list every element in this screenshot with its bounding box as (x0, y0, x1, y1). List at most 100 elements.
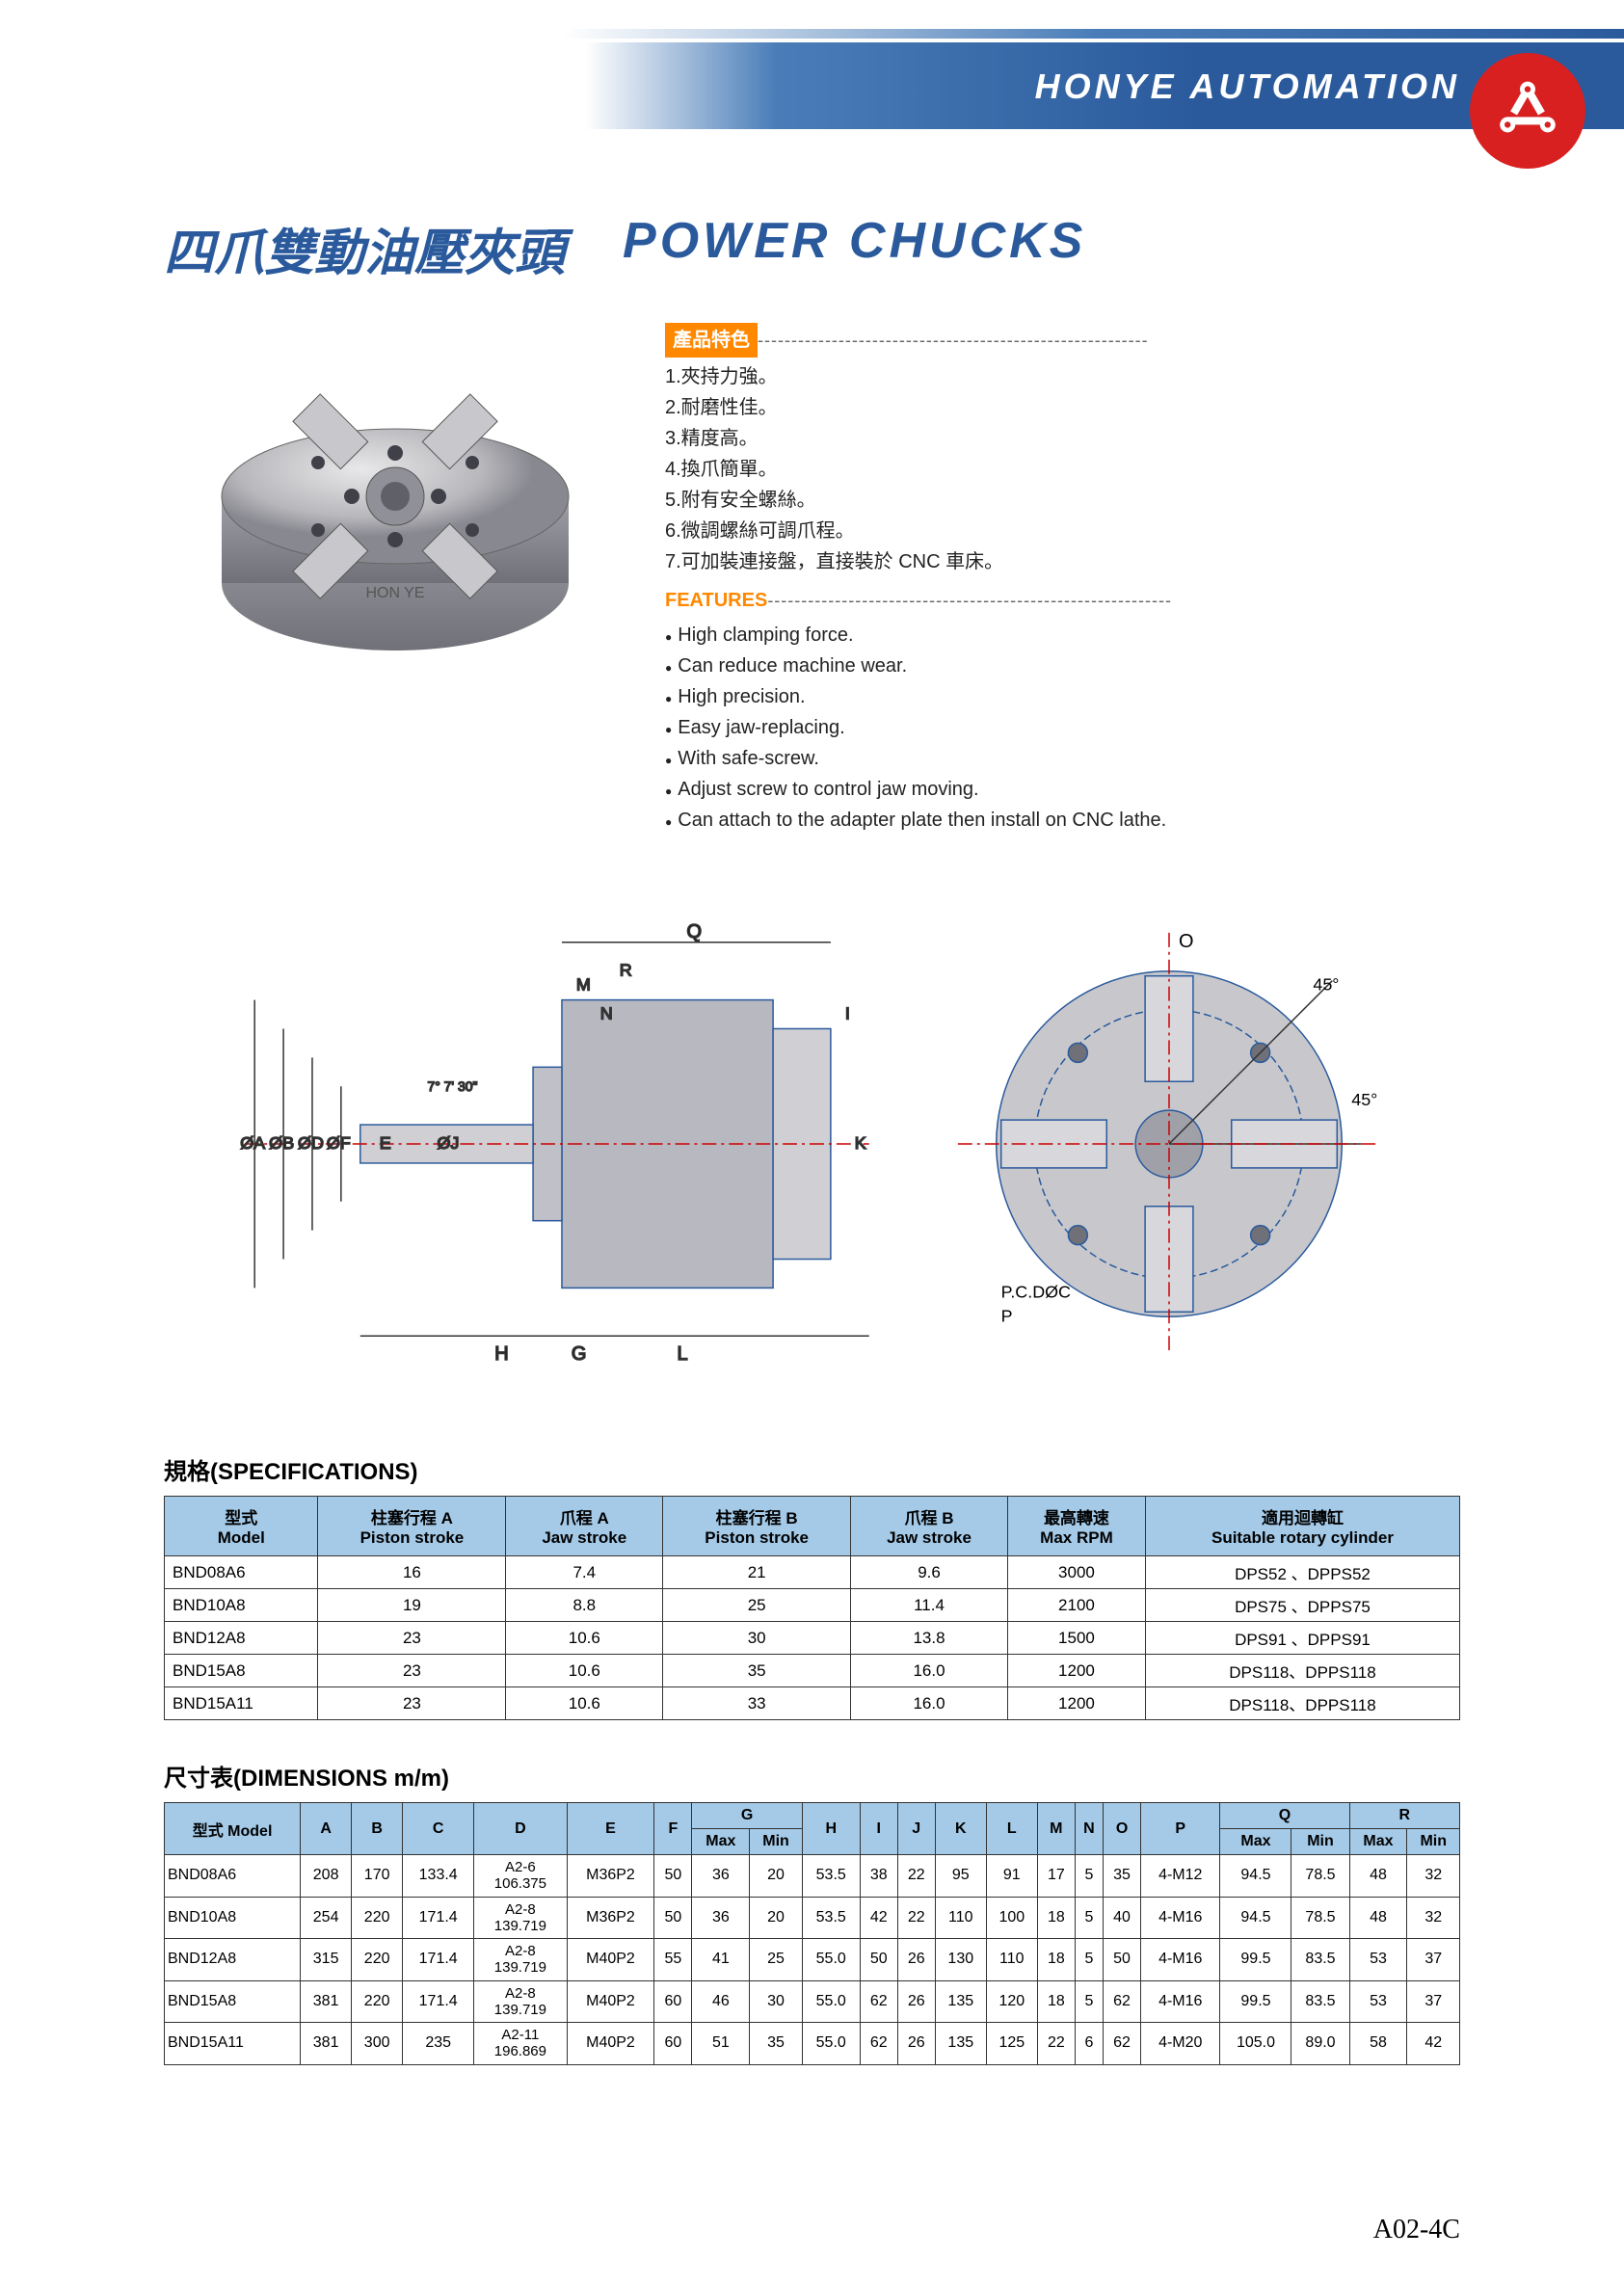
svg-text:H: H (494, 1343, 508, 1365)
diagram-front-view: O 45° 45° P.C.DØC P (928, 893, 1410, 1394)
dim-cell: 100 (986, 1897, 1037, 1939)
dim-cell: 25 (750, 1939, 802, 1981)
svg-text:45°: 45° (1351, 1090, 1377, 1109)
dim-col-header: 型式 Model (165, 1803, 301, 1855)
dim-col-header: G (692, 1803, 802, 1829)
dim-cell: A2-8139.719 (474, 1980, 567, 2023)
dim-cell: 4-M16 (1141, 1897, 1220, 1939)
features-cn-header: 產品特色 -----------------------------------… (665, 323, 1460, 358)
dim-row: BND15A11381300235A2-11196.869M40P2605135… (165, 2023, 1460, 2065)
dim-cell: 35 (1104, 1855, 1141, 1898)
dim-col-header: H (802, 1803, 860, 1855)
dim-cell: 50 (654, 1855, 692, 1898)
features-en-dashes: ----------------------------------------… (767, 587, 1172, 615)
feature-cn-item: 2.耐磨性佳。 (665, 392, 1460, 423)
dim-cell: 4-M16 (1141, 1939, 1220, 1981)
spec-row: BND08A6167.4219.63000DPS52 、DPPS52 (165, 1556, 1460, 1589)
dim-cell: 5 (1075, 1897, 1103, 1939)
dim-row: BND10A8254220171.4A2-8139.719M36P2503620… (165, 1897, 1460, 1939)
spec-cell: 10.6 (506, 1622, 663, 1655)
svg-text:M: M (575, 975, 590, 995)
spec-cell: BND08A6 (165, 1556, 318, 1589)
dim-cell: 17 (1037, 1855, 1075, 1898)
dim-col-header: Min (1407, 1829, 1460, 1855)
spec-cell: 33 (663, 1687, 851, 1720)
dim-cell: 36 (692, 1897, 750, 1939)
dim-cell: 46 (692, 1980, 750, 2023)
svg-text:N: N (599, 1004, 612, 1023)
spec-cell: 25 (663, 1589, 851, 1622)
dim-col-header: F (654, 1803, 692, 1855)
spec-cell: BND15A8 (165, 1655, 318, 1687)
dim-col-header: Q (1220, 1803, 1349, 1829)
side-view-drawing: ØA ØB ØD ØF E ØJ 7° 7' 30" H G L Q M (216, 894, 889, 1394)
dim-cell: 55.0 (802, 1980, 860, 2023)
spec-cell: DPS118、DPPS118 (1145, 1687, 1459, 1720)
dim-col-header: B (352, 1803, 403, 1855)
svg-text:I: I (844, 1004, 849, 1023)
dim-cell: 53 (1349, 1939, 1407, 1981)
svg-text:L: L (677, 1343, 687, 1365)
dim-cell: 20 (750, 1897, 802, 1939)
dim-cell: A2-8139.719 (474, 1897, 567, 1939)
feature-en-item: High clamping force. (665, 620, 1460, 651)
dim-cell: A2-11196.869 (474, 2023, 567, 2065)
dim-cell: 53 (1349, 1980, 1407, 2023)
feature-en-item: High precision. (665, 681, 1460, 712)
dim-cell: A2-8139.719 (474, 1939, 567, 1981)
spec-row: BND10A8198.82511.42100DPS75 、DPPS75 (165, 1589, 1460, 1622)
dim-cell: 55.0 (802, 1939, 860, 1981)
spec-cell: BND15A11 (165, 1687, 318, 1720)
dim-cell: 381 (301, 1980, 352, 2023)
dim-col-header: J (897, 1803, 935, 1855)
dim-cell: M40P2 (567, 1980, 654, 2023)
spec-cell: 7.4 (506, 1556, 663, 1589)
svg-text:R: R (619, 961, 631, 980)
spec-cell: 10.6 (506, 1655, 663, 1687)
feature-cn-item: 6.微調螺絲可調爪程。 (665, 516, 1460, 546)
dim-cell: 78.5 (1291, 1897, 1349, 1939)
feature-cn-item: 4.換爪簡單。 (665, 454, 1460, 485)
feature-en-item: With safe-screw. (665, 743, 1460, 774)
content-area: 四爪雙動油壓夾頭 POWER CHUCKS (0, 173, 1624, 2065)
dim-cell: 42 (1407, 2023, 1460, 2065)
dim-cell: 171.4 (403, 1939, 474, 1981)
brand-name: HONYE AUTOMATION (1035, 66, 1460, 107)
dim-body: BND08A6208170133.4A2-6106.375M36P2503620… (165, 1855, 1460, 2065)
dim-cell: 105.0 (1220, 2023, 1291, 2065)
spec-col-header: 爪程 AJaw stroke (506, 1497, 663, 1556)
spec-cell: 16.0 (851, 1687, 1008, 1720)
svg-text:HON YE: HON YE (365, 585, 424, 601)
dim-cell: 110 (935, 1897, 986, 1939)
dim-cell: 78.5 (1291, 1855, 1349, 1898)
dim-cell: 18 (1037, 1897, 1075, 1939)
spec-cell: 13.8 (851, 1622, 1008, 1655)
dim-cell: 42 (860, 1897, 897, 1939)
dim-cell: 22 (1037, 2023, 1075, 2065)
dim-cell: 94.5 (1220, 1855, 1291, 1898)
dim-cell: 133.4 (403, 1855, 474, 1898)
dim-cell: 53.5 (802, 1855, 860, 1898)
dim-cell: 220 (352, 1897, 403, 1939)
dim-cell: 4-M16 (1141, 1980, 1220, 2023)
feature-cn-item: 1.夾持力強。 (665, 361, 1460, 392)
dim-cell: 36 (692, 1855, 750, 1898)
dim-cell: 135 (935, 2023, 986, 2065)
header-stripe-thick: HONYE AUTOMATION (564, 42, 1624, 129)
dim-cell: 50 (1104, 1939, 1141, 1981)
dim-cell: 18 (1037, 1939, 1075, 1981)
spec-header-row: 型式Model柱塞行程 APiston stroke爪程 AJaw stroke… (165, 1497, 1460, 1556)
dim-col-header: M (1037, 1803, 1075, 1855)
spec-cell: DPS118、DPPS118 (1145, 1655, 1459, 1687)
features-en-list: High clamping force.Can reduce machine w… (665, 620, 1460, 836)
dim-cell: 50 (860, 1939, 897, 1981)
dim-col-header: Max (692, 1829, 750, 1855)
dim-cell: 51 (692, 2023, 750, 2065)
spec-cell: 10.6 (506, 1687, 663, 1720)
spec-section-title: 規格(SPECIFICATIONS) (164, 1452, 1460, 1486)
title-chinese: 四爪雙動油壓夾頭 (164, 212, 565, 284)
spec-cell: 23 (318, 1622, 506, 1655)
dim-cell: 89.0 (1291, 2023, 1349, 2065)
spec-col-header: 最高轉速Max RPM (1007, 1497, 1145, 1556)
dim-cell: 55.0 (802, 2023, 860, 2065)
